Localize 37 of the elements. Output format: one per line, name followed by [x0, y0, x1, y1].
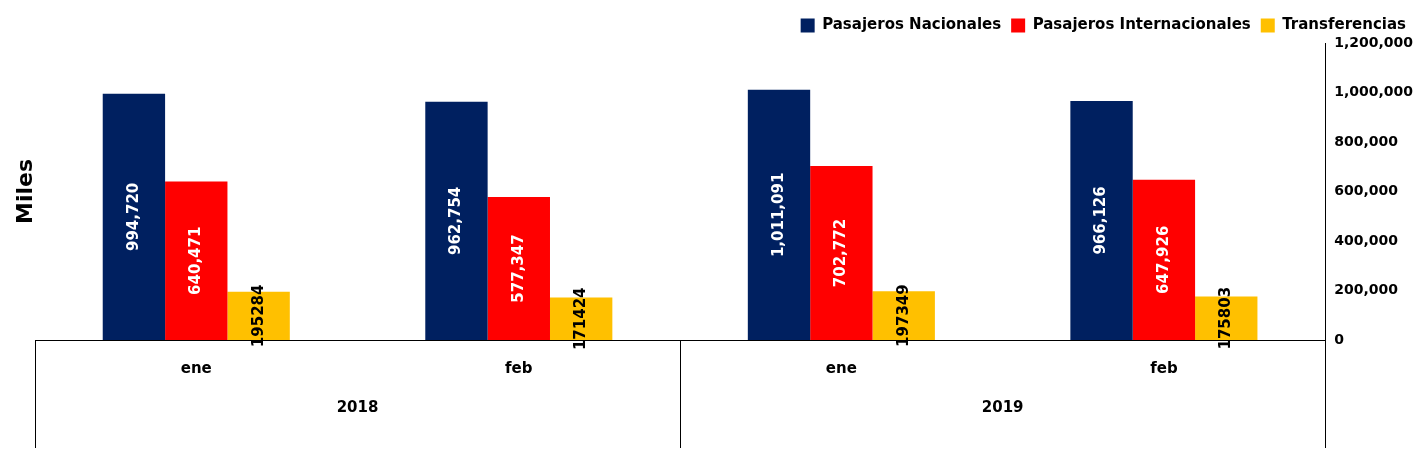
y-tick-label: 600,000 — [1334, 182, 1399, 199]
data-label: 577,347 — [508, 234, 527, 303]
y-tick-label: 400,000 — [1334, 231, 1399, 248]
data-label: 195284 — [248, 284, 267, 348]
y-tick-label: 200,000 — [1334, 281, 1399, 298]
x-tick-label: ene — [825, 358, 857, 377]
data-label: 171424 — [571, 287, 590, 351]
bar — [102, 93, 166, 340]
y-tick-label: 0 — [1334, 330, 1345, 347]
data-label: 966,126 — [1091, 186, 1110, 255]
data-label: 994,720 — [123, 182, 142, 252]
y-tick-label: 1,000,000 — [1334, 83, 1414, 100]
data-label: 647,926 — [1153, 225, 1172, 294]
x-tick-label: feb — [505, 358, 533, 377]
data-label: 962,754 — [446, 186, 465, 256]
bar — [747, 89, 811, 340]
bar — [1070, 100, 1133, 340]
bar — [487, 197, 550, 340]
text: 2019 — [981, 397, 1024, 416]
bar — [1132, 179, 1196, 340]
text: 2018 — [336, 397, 379, 416]
legend-label: Pasajeros Internacionales — [1032, 15, 1251, 34]
data-label: 197349 — [893, 284, 912, 347]
data-label: 1,011,091 — [768, 172, 787, 258]
legend-label: Transferencias — [1282, 15, 1407, 34]
bar — [425, 101, 488, 340]
legend-label: Pasajeros Nacionales — [822, 15, 1002, 34]
bar — [165, 181, 228, 340]
y-tick-label: 800,000 — [1334, 132, 1399, 149]
data-label: 175803 — [1216, 286, 1235, 350]
x-tick-label: feb — [1150, 358, 1178, 377]
x-tick-label: ene — [180, 358, 212, 377]
data-label: 702,772 — [831, 218, 850, 288]
data-label: 640,471 — [186, 226, 205, 295]
y-axis-title: Miles — [11, 159, 37, 224]
bar — [810, 166, 873, 340]
y-tick-label: 1,200,000 — [1334, 33, 1414, 50]
